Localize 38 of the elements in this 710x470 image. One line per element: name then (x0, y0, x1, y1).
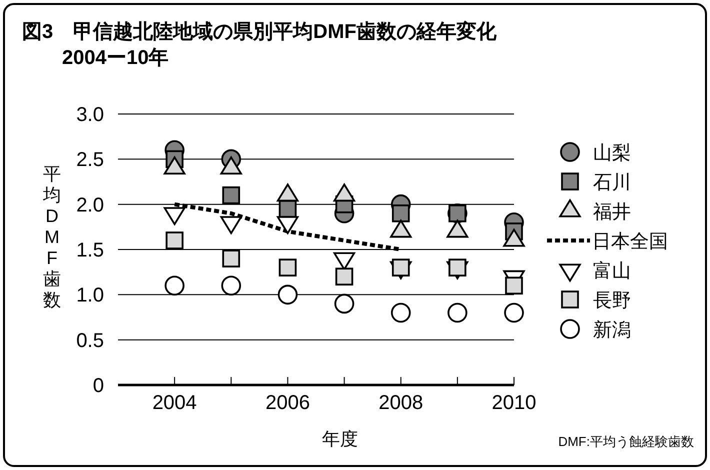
x-tick-label: 2006 (265, 392, 310, 414)
point (164, 276, 184, 296)
y-tick-label: 2.5 (76, 149, 104, 172)
point (222, 250, 240, 268)
y-tick-label: 1.0 (76, 284, 104, 307)
legend-label: 福井 (593, 202, 631, 223)
point (390, 302, 411, 323)
point (166, 232, 184, 250)
legend-label: 山梨 (593, 143, 631, 164)
point (278, 284, 298, 305)
point (221, 276, 242, 296)
x-tick-label: 2008 (378, 392, 424, 414)
x-tick-label: 2004 (152, 392, 197, 414)
point (222, 186, 240, 204)
point (278, 258, 297, 276)
legend-label: 新潟 (593, 319, 631, 341)
x-axis-title: 年度 (322, 429, 358, 449)
point (335, 268, 354, 286)
point (504, 302, 524, 323)
legend-label: 富山 (593, 260, 631, 282)
y-axis-title: 平均DMF歯数 (42, 164, 61, 310)
x-tick-label: 2010 (492, 392, 536, 414)
y-tick-label: 1.5 (76, 240, 104, 262)
legend-label: 長野 (593, 290, 631, 312)
legend-label: 石川 (593, 172, 631, 194)
y-tick-label: 3.0 (76, 104, 104, 126)
point (448, 204, 466, 222)
text: DMF:平均う蝕経験歯数 (558, 434, 694, 449)
chart-subtitle: 2004ー10年 (62, 47, 169, 69)
chart-title: 図3 甲信越北陸地域の県別平均DMF歯数の経年変化 (22, 20, 498, 43)
point (505, 276, 523, 295)
y-tick-label: 0.5 (76, 330, 104, 352)
y-tick-label: 2.0 (76, 194, 104, 216)
point (448, 302, 468, 323)
point (392, 204, 410, 222)
legend-label: 日本全国 (592, 232, 668, 252)
point (334, 294, 354, 314)
y-tick-label: 0 (92, 375, 104, 397)
